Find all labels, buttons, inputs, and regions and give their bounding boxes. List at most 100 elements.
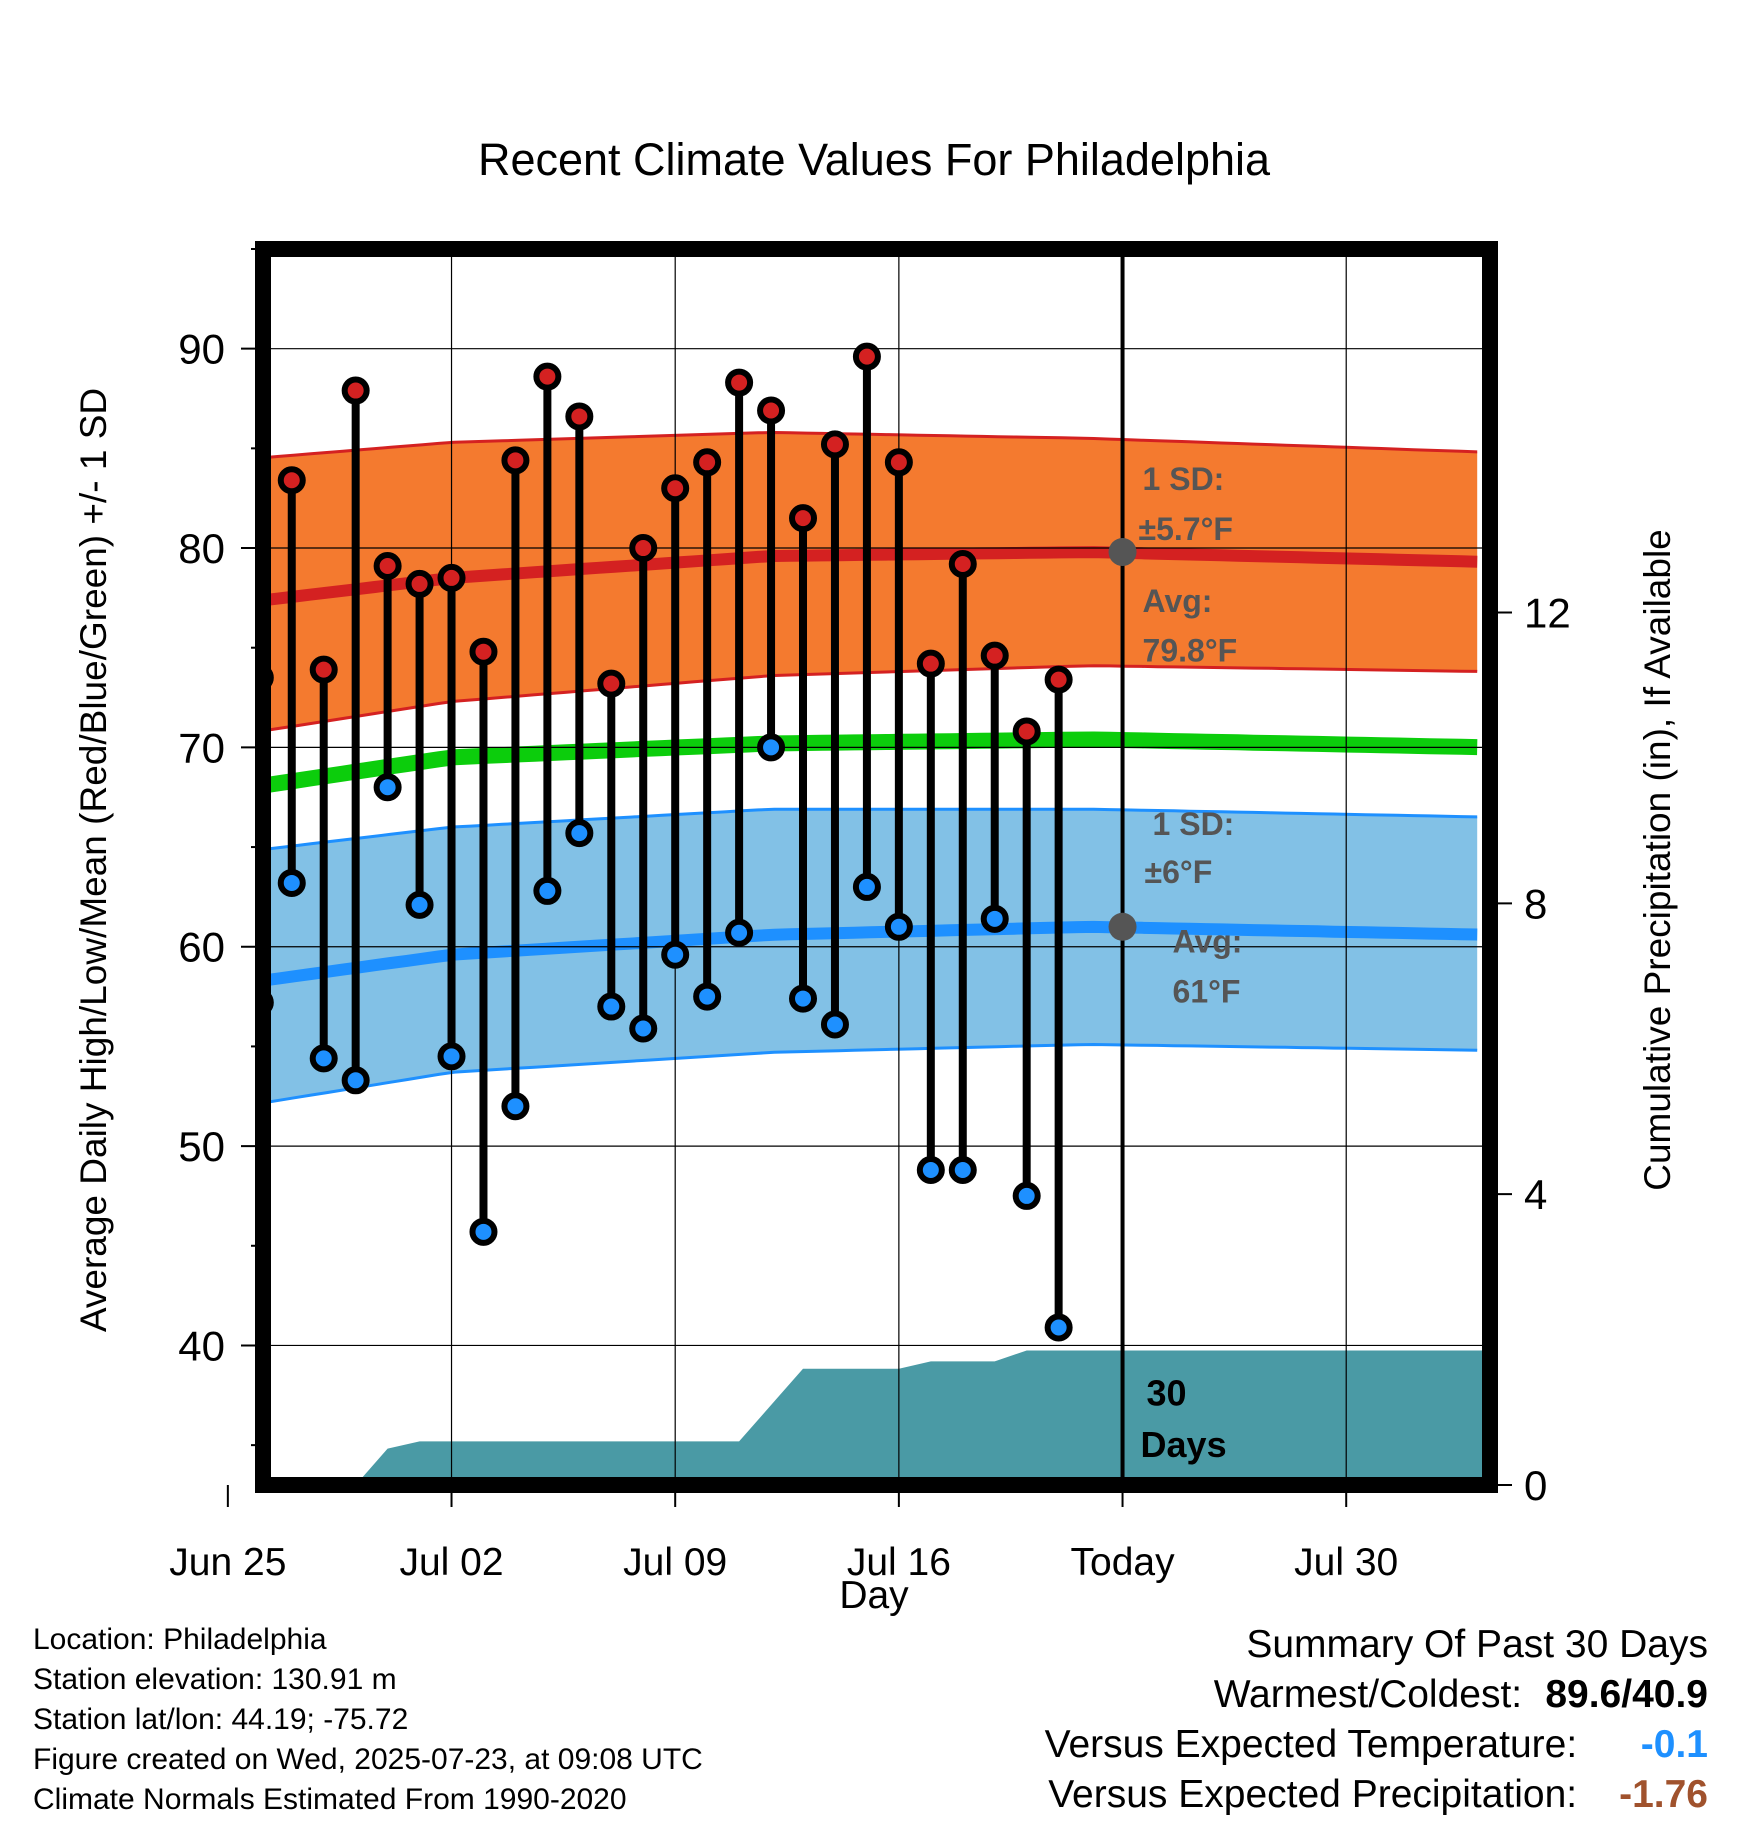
y-tick-label: 90: [178, 326, 225, 373]
precip-label: Versus Expected Precipitation:: [1048, 1773, 1578, 1816]
location-text: Location: Philadelphia: [33, 1623, 327, 1656]
daily-low-marker: [948, 1156, 977, 1185]
daily-high-marker: [121, 393, 143, 415]
daily-low-marker: [437, 1042, 466, 1071]
y-tick-label: 50: [178, 1123, 225, 1170]
daily-low-marker: [309, 1044, 338, 1073]
y-tick-label: 80: [178, 525, 225, 572]
y2-axis-label: Cumulative Precipitation (in), If Availa…: [1637, 529, 1678, 1191]
daily-low-marker: [980, 904, 1009, 933]
daily-high-marker: [373, 551, 402, 580]
summary-precip-row: Versus Expected Precipitation: -1.76: [1045, 1770, 1708, 1820]
low-sd-title: 1 SD:: [1153, 806, 1235, 842]
daily-low-marker: [852, 872, 881, 901]
latlon-text: Station lat/lon: 44.19; -75.72: [33, 1703, 409, 1736]
daily-high-marker: [629, 534, 658, 563]
daily-low-marker: [121, 683, 143, 705]
high-sd-title: 1 SD:: [1143, 461, 1225, 497]
y2-tick-label: 4: [1524, 1171, 1547, 1218]
daily-high-marker: [405, 569, 434, 598]
low-sd-value: ±6°F: [1145, 854, 1213, 890]
daily-high-marker: [309, 655, 338, 684]
x-tick-label: Jul 30: [1294, 1541, 1398, 1584]
daily-low-marker: [565, 819, 594, 848]
daily-low-marker: [1044, 1313, 1073, 1342]
daily-low-marker: [597, 992, 626, 1021]
summary-panel: Summary Of Past 30 Days Warmest/Coldest:…: [1045, 1620, 1708, 1820]
daily-low-marker: [185, 976, 207, 998]
daily-high-marker: [1044, 665, 1073, 694]
precip-area: [263, 1350, 1490, 1485]
low-avg-value: 61°F: [1173, 974, 1241, 1010]
daily-low-marker: [217, 1041, 239, 1063]
daily-high-marker: [469, 637, 498, 666]
daily-high-marker: [501, 446, 530, 475]
y2-tick-label: 12: [1524, 590, 1571, 637]
daily-low-marker: [501, 1092, 530, 1121]
daily-high-marker: [820, 430, 849, 459]
daily-high-marker: [852, 342, 881, 371]
daily-high-marker: [789, 504, 818, 533]
daily-low-marker: [629, 1014, 658, 1043]
created-text: Figure created on Wed, 2025-07-23, at 09…: [33, 1743, 703, 1776]
daily-high-marker: [916, 649, 945, 678]
high-avg-title: Avg:: [1143, 583, 1213, 619]
summary-warmest-row: Warmest/Coldest: 89.6/40.9: [1045, 1670, 1708, 1720]
daily-high-marker: [757, 396, 786, 425]
low-avg-marker: [1108, 912, 1137, 941]
station-info: Location: Philadelphia Station elevation…: [33, 1620, 703, 1820]
daily-high-marker: [948, 549, 977, 578]
x-axis-label: Day: [839, 1574, 909, 1617]
daily-low-marker: [405, 890, 434, 919]
chart-title: Recent Climate Values For Philadelphia: [478, 134, 1271, 185]
days-label-number: 30: [1147, 1372, 1187, 1413]
daily-high-marker: [597, 669, 626, 698]
x-tick-label: Jul 02: [399, 1541, 503, 1584]
daily-low-marker: [789, 984, 818, 1013]
low-avg-title: Avg:: [1173, 924, 1243, 960]
precip-value: -1.76: [1619, 1773, 1708, 1816]
normals-text: Climate Normals Estimated From 1990-2020: [33, 1783, 627, 1816]
warmest-value: 89.6/40.9: [1545, 1673, 1708, 1716]
daily-high-marker: [217, 784, 239, 806]
daily-high-marker: [185, 493, 207, 515]
daily-low-marker: [1012, 1181, 1041, 1210]
daily-low-marker: [341, 1066, 370, 1095]
high-avg-marker: [1108, 538, 1137, 567]
daily-low-marker: [725, 918, 754, 947]
warmest-label: Warmest/Coldest:: [1213, 1673, 1523, 1716]
days-label-word: Days: [1141, 1424, 1227, 1465]
y-axis-label: Average Daily High/Low/Mean (Red/Blue/Gr…: [73, 388, 114, 1332]
plot-area: 1 SD: ±5.7°F Avg: 79.8°F 1 SD: ±6°F Avg: 61°F 30…: [121, 249, 1490, 1485]
y-tick-label: 70: [178, 724, 225, 771]
daily-low-marker: [820, 1010, 849, 1039]
high-sd-value: ±5.7°F: [1139, 511, 1233, 547]
daily-low-marker: [373, 773, 402, 802]
daily-low-marker: [661, 940, 690, 969]
high-avg-value: 79.8°F: [1143, 633, 1238, 669]
low-normal-line: [263, 920, 1478, 987]
climate-chart: Recent Climate Values For Philadelphia 1…: [73, 134, 1678, 1617]
daily-high-marker: [725, 368, 754, 397]
y2-tick-label: 8: [1524, 880, 1547, 927]
low-sd-band: [263, 809, 1478, 1103]
x-tick-label: Jul 09: [623, 1541, 727, 1584]
low-lower-line: [263, 1042, 1478, 1105]
summary-title: Summary Of Past 30 Days: [1246, 1623, 1708, 1666]
daily-high-marker: [533, 362, 562, 391]
daily-low-marker: [757, 733, 786, 762]
x-tick-label: Jun 25: [169, 1541, 286, 1584]
plot-frame: [255, 241, 1498, 1493]
y2-tick-label: 0: [1524, 1462, 1547, 1509]
elevation-text: Station elevation: 130.91 m: [33, 1663, 397, 1696]
daily-high-marker: [1012, 717, 1041, 746]
y-tick-label: 40: [178, 1322, 225, 1369]
summary-temp-row: Versus Expected Temperature: -0.1: [1045, 1720, 1708, 1770]
daily-low-marker: [693, 982, 722, 1011]
daily-high-marker: [277, 466, 306, 495]
daily-low-marker: [153, 746, 175, 768]
temp-label: Versus Expected Temperature:: [1044, 1723, 1578, 1766]
daily-low-marker: [469, 1217, 498, 1246]
daily-low-marker: [884, 912, 913, 941]
daily-high-marker: [661, 474, 690, 503]
